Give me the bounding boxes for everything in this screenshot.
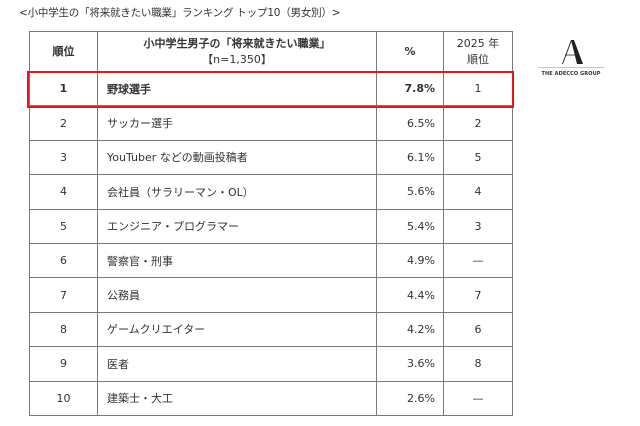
percent-cell: 4.9% — [376, 242, 444, 279]
job-cell: YouTuber などの動画投稿者 — [97, 139, 377, 176]
table-row: 8 ゲームクリエイター 4.2% 6 — [29, 311, 513, 348]
rank-cell: 8 — [29, 311, 98, 348]
header-percent: % — [376, 31, 444, 72]
header-row: 順位 小中学生男子の「将来就きたい職業」 【n=1,350】 % 2025 年 … — [29, 31, 513, 72]
table-row: 10 建築士・大工 2.6% — — [29, 380, 513, 416]
prev-rank-cell: 2 — [443, 105, 513, 141]
job-cell: 公務員 — [97, 277, 377, 313]
prev-rank-cell: 1 — [443, 70, 513, 107]
job-cell: エンジニア・プログラマー — [97, 208, 377, 244]
table-row: 2 サッカー選手 6.5% 2 — [29, 105, 513, 141]
percent-cell: 4.4% — [376, 277, 444, 313]
header-sample-size: 【n=1,350】 — [202, 52, 272, 66]
table-row: 3 YouTuber などの動画投稿者 6.1% 5 — [29, 139, 513, 176]
header-rank: 順位 — [29, 31, 98, 72]
rank-cell: 1 — [29, 70, 98, 107]
percent-cell: 5.4% — [376, 208, 444, 244]
percent-cell: 3.6% — [376, 346, 444, 382]
prev-rank-cell: — — [443, 242, 513, 279]
adecco-logo: THE ADECCO GROUP — [538, 40, 604, 82]
job-cell: 医者 — [97, 346, 377, 382]
percent-cell: 6.5% — [376, 105, 444, 141]
job-cell: 野球選手 — [97, 70, 377, 107]
job-cell: 警察官・刑事 — [97, 242, 377, 279]
percent-cell: 6.1% — [376, 139, 444, 176]
percent-cell: 2.6% — [376, 380, 444, 416]
rank-cell: 7 — [29, 277, 98, 313]
rank-cell: 6 — [29, 242, 98, 279]
rank-cell: 5 — [29, 208, 98, 244]
header-job-title: 小中学生男子の「将来就きたい職業」 — [143, 36, 331, 50]
prev-rank-cell: 3 — [443, 208, 513, 244]
percent-cell: 5.6% — [376, 174, 444, 210]
job-cell: 会社員（サラリーマン・OL） — [97, 174, 377, 210]
table-row: 7 公務員 4.4% 7 — [29, 277, 513, 313]
header-prev-rank: 2025 年 順位 — [443, 31, 513, 72]
rank-cell: 9 — [29, 346, 98, 382]
header-job: 小中学生男子の「将来就きたい職業」 【n=1,350】 — [97, 31, 377, 72]
prev-rank-cell: 6 — [443, 311, 513, 348]
logo-rule — [538, 67, 604, 68]
header-prev-label: 順位 — [467, 52, 489, 66]
job-cell: ゲームクリエイター — [97, 311, 377, 348]
ranking-table: 順位 小中学生男子の「将来就きたい職業」 【n=1,350】 % 2025 年 … — [29, 31, 513, 416]
table-caption: <小中学生の「将来就きたい職業」ランキング トップ10（男女別）> — [19, 7, 341, 19]
job-cell: サッカー選手 — [97, 105, 377, 141]
rank-cell: 3 — [29, 139, 98, 176]
table-row: 9 医者 3.6% 8 — [29, 346, 513, 382]
adecco-a-mark-icon — [562, 40, 583, 64]
table-row: 5 エンジニア・プログラマー 5.4% 3 — [29, 208, 513, 244]
percent-cell: 4.2% — [376, 311, 444, 348]
rank-cell: 10 — [29, 380, 98, 416]
prev-rank-cell: — — [443, 380, 513, 416]
job-cell: 建築士・大工 — [97, 380, 377, 416]
table-row: 6 警察官・刑事 4.9% — — [29, 242, 513, 279]
prev-rank-cell: 8 — [443, 346, 513, 382]
prev-rank-cell: 7 — [443, 277, 513, 313]
percent-cell: 7.8% — [376, 70, 444, 107]
header-prev-year: 2025 年 — [456, 36, 500, 50]
prev-rank-cell: 5 — [443, 139, 513, 176]
table-row: 1 野球選手 7.8% 1 — [29, 70, 513, 107]
rank-cell: 4 — [29, 174, 98, 210]
prev-rank-cell: 4 — [443, 174, 513, 210]
logo-wordmark: THE ADECCO GROUP — [541, 71, 601, 77]
rank-cell: 2 — [29, 105, 98, 141]
table-row: 4 会社員（サラリーマン・OL） 5.6% 4 — [29, 174, 513, 210]
